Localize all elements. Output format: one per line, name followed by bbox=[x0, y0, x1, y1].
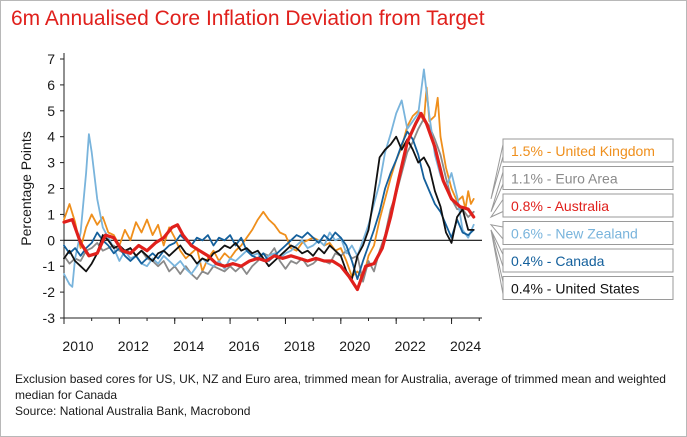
legend-box-australia bbox=[502, 193, 674, 218]
x-tick-label: 2022 bbox=[395, 338, 426, 354]
footnote-note: Exclusion based cores for US, UK, NZ and… bbox=[15, 372, 666, 402]
legend-box-new-zealand bbox=[502, 221, 674, 245]
x-tick-label: 2024 bbox=[450, 338, 481, 354]
legend-label-australia: 0.8% - Australia bbox=[511, 198, 609, 214]
y-axis-title: Percentage Points bbox=[18, 131, 34, 245]
x-tick-label: 2020 bbox=[339, 338, 370, 354]
footnote-source: Source: National Australia Bank, Macrobo… bbox=[15, 404, 251, 418]
legend-box-united-states bbox=[502, 276, 674, 300]
y-tick-label: 5 bbox=[47, 103, 55, 119]
y-tick-label: 0 bbox=[47, 232, 55, 248]
series-layer bbox=[62, 68, 476, 292]
x-tick-label: 2016 bbox=[229, 338, 260, 354]
y-tick-label: 3 bbox=[47, 155, 55, 171]
y-tick-label: 1 bbox=[47, 206, 55, 222]
y-tick-label: 2 bbox=[47, 181, 55, 197]
legend-box-euro-area bbox=[502, 166, 674, 190]
legend-label-united-kingdom: 1.5% - United Kingdom bbox=[511, 143, 655, 159]
legend-label-canada: 0.4% - Canada bbox=[511, 253, 605, 269]
legend-label-euro-area: 1.1% - Euro Area bbox=[511, 171, 618, 187]
y-tick-label: 4 bbox=[47, 129, 55, 145]
y-tick-label: 7 bbox=[47, 51, 55, 67]
legend-box-canada bbox=[502, 248, 674, 273]
legend-label-new-zealand: 0.6% - New Zealand bbox=[511, 226, 638, 242]
y-tick-label: -3 bbox=[43, 310, 56, 326]
y-tick-label: 6 bbox=[47, 77, 55, 93]
axis-labels: -3 -2 -1 0 1 2 3 4 5 6 7 2010 2012 2014 2016 2018 2020 20… bbox=[18, 51, 481, 354]
legend-box-united-kingdom bbox=[502, 138, 674, 163]
y-tick-label: -2 bbox=[43, 284, 56, 300]
x-tick-label: 2012 bbox=[118, 338, 149, 354]
x-tick-label: 2014 bbox=[173, 338, 204, 354]
legend-label-united-states: 0.4% - United States bbox=[511, 281, 639, 297]
series-line-australia bbox=[62, 111, 476, 292]
x-tick-label: 2018 bbox=[284, 338, 315, 354]
legend: 1.5% - United Kingdom 1.1% - Euro Area 0.8… bbox=[489, 138, 674, 300]
x-tick-label: 2010 bbox=[62, 338, 93, 354]
axes bbox=[60, 53, 482, 324]
chart-title: 6m Annualised Core Inflation Deviation f… bbox=[11, 7, 485, 30]
footnote: Exclusion based cores for US, UK, NZ and… bbox=[15, 371, 675, 419]
y-tick-label: -1 bbox=[43, 258, 56, 274]
